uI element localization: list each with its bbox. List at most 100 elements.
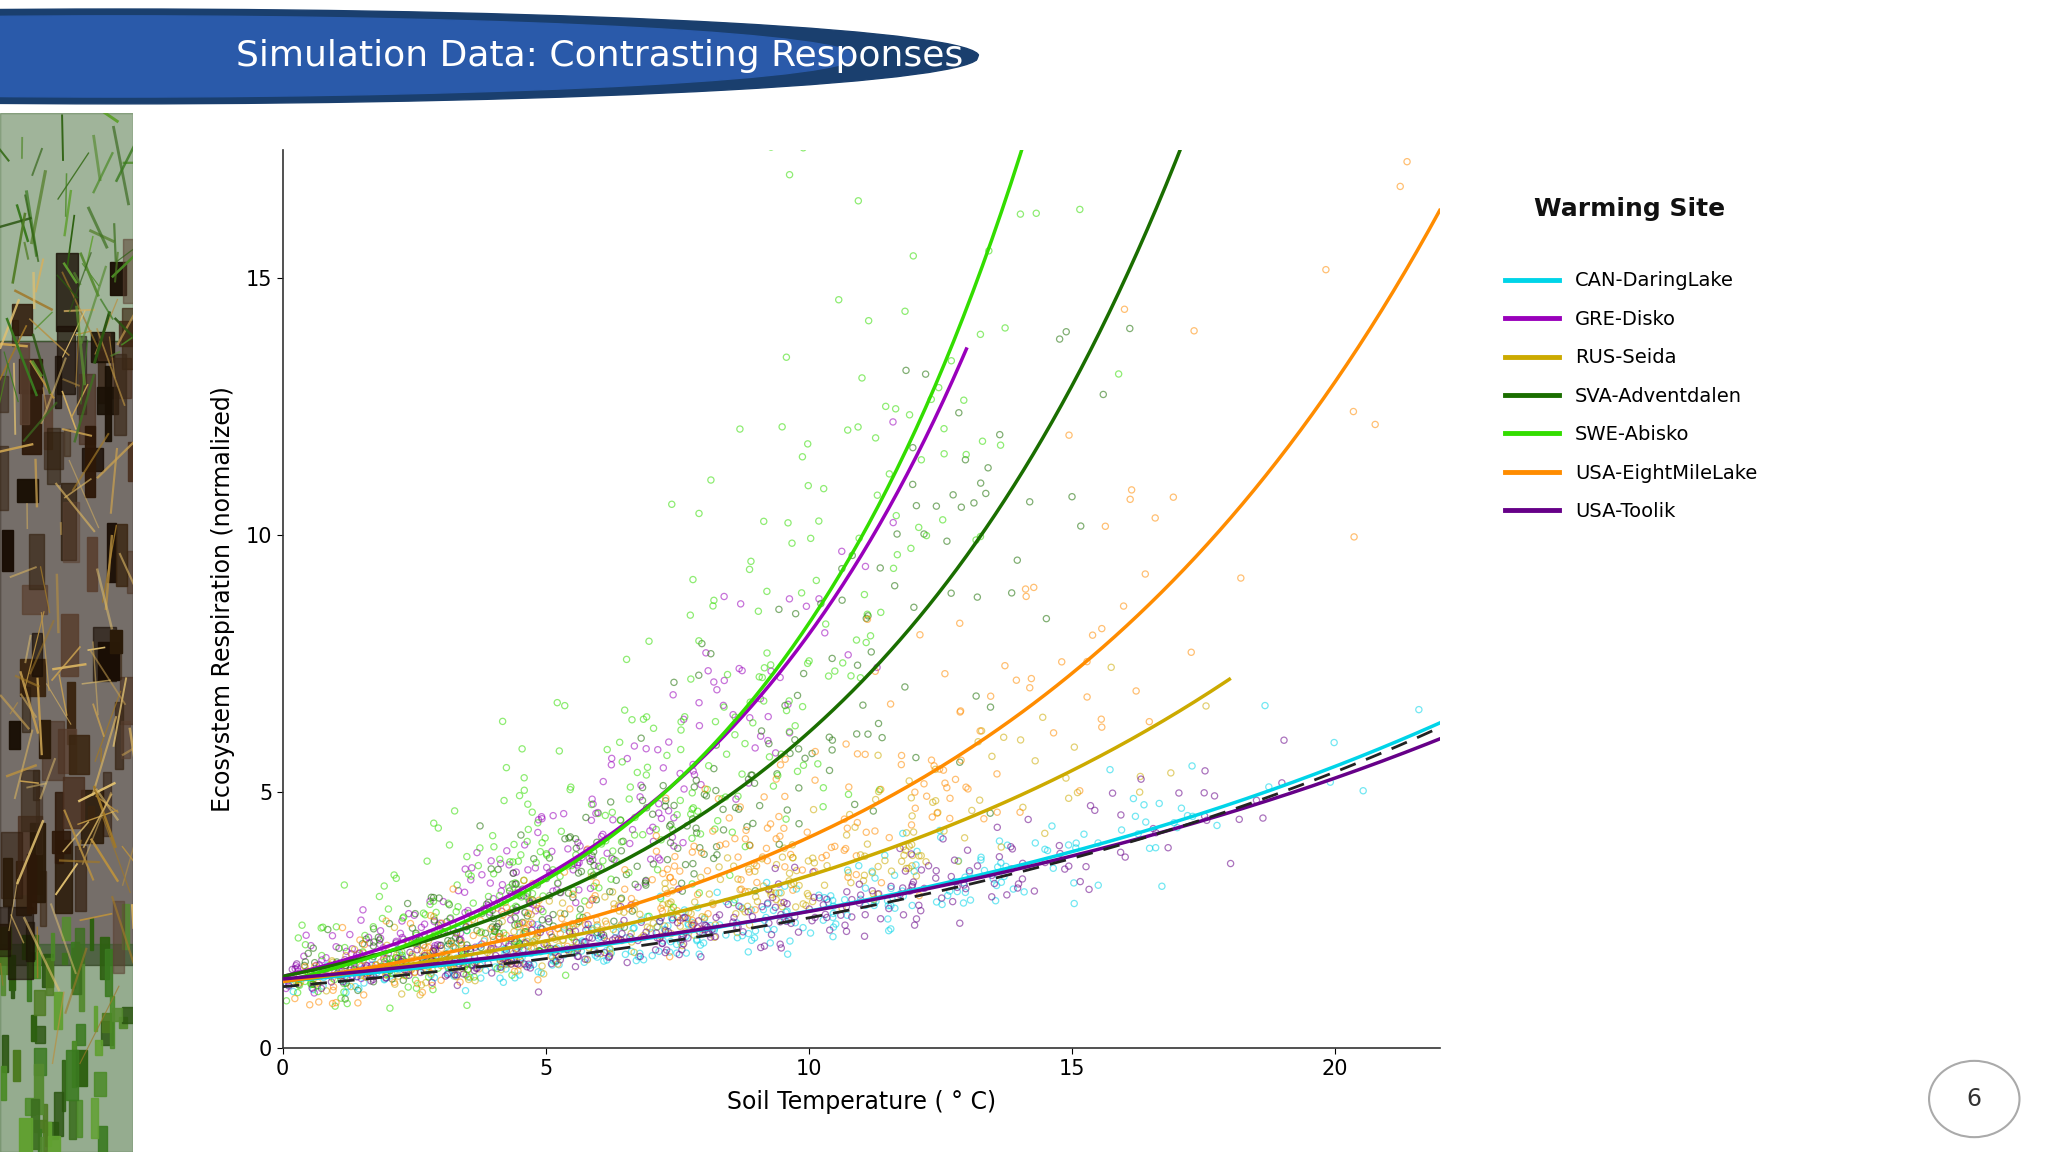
Point bbox=[295, 976, 328, 994]
Point bbox=[322, 965, 354, 984]
Point bbox=[776, 535, 809, 553]
Point bbox=[586, 833, 618, 851]
Point bbox=[618, 918, 651, 937]
Point bbox=[664, 911, 696, 930]
Point bbox=[393, 957, 426, 976]
Point bbox=[514, 905, 547, 924]
Point bbox=[604, 811, 637, 829]
Point bbox=[412, 947, 444, 965]
Point bbox=[430, 967, 463, 985]
Point bbox=[836, 908, 868, 926]
Bar bbox=[10, 979, 14, 998]
Point bbox=[961, 588, 993, 606]
Point bbox=[557, 854, 590, 872]
Point bbox=[672, 909, 705, 927]
Point bbox=[324, 967, 356, 985]
Point bbox=[920, 893, 952, 911]
Bar bbox=[76, 1024, 86, 1045]
Point bbox=[1053, 426, 1085, 445]
Point bbox=[504, 924, 537, 942]
Point bbox=[455, 871, 487, 889]
Point bbox=[539, 952, 571, 970]
Bar bbox=[23, 687, 29, 733]
Point bbox=[477, 927, 510, 946]
Point bbox=[922, 378, 954, 396]
Point bbox=[410, 949, 442, 968]
Point bbox=[629, 872, 662, 890]
Point bbox=[627, 926, 659, 945]
Point bbox=[1200, 817, 1233, 835]
Point bbox=[668, 909, 700, 927]
Point bbox=[442, 897, 475, 916]
Point bbox=[596, 882, 629, 901]
Point bbox=[786, 895, 819, 914]
Point bbox=[774, 932, 807, 950]
Point bbox=[690, 787, 723, 805]
Point bbox=[518, 955, 551, 973]
Point bbox=[864, 910, 897, 929]
Point bbox=[397, 907, 430, 925]
Point bbox=[412, 852, 444, 871]
Point bbox=[561, 833, 594, 851]
Point bbox=[516, 803, 549, 821]
Point bbox=[651, 850, 684, 869]
Point bbox=[545, 823, 578, 841]
Point bbox=[494, 903, 526, 922]
Point bbox=[705, 789, 737, 808]
Point bbox=[498, 923, 530, 941]
Point bbox=[567, 937, 600, 955]
Point bbox=[934, 882, 967, 901]
Point bbox=[922, 803, 954, 821]
Point bbox=[793, 900, 825, 918]
Point bbox=[643, 927, 676, 946]
Point bbox=[965, 473, 997, 492]
Point bbox=[444, 924, 477, 942]
Point bbox=[989, 857, 1022, 876]
Point bbox=[451, 910, 483, 929]
Point bbox=[559, 839, 592, 857]
Point bbox=[569, 920, 602, 939]
Bar bbox=[0, 945, 133, 1152]
Point bbox=[512, 955, 545, 973]
Point bbox=[752, 819, 784, 838]
Bar bbox=[4, 858, 12, 907]
Point bbox=[391, 894, 424, 912]
Point bbox=[948, 884, 981, 902]
Point bbox=[1087, 385, 1120, 403]
Bar bbox=[55, 1092, 63, 1136]
Point bbox=[551, 857, 584, 876]
Point bbox=[774, 166, 807, 184]
Point bbox=[940, 878, 973, 896]
Point bbox=[774, 846, 807, 864]
Point bbox=[678, 778, 711, 796]
Point bbox=[578, 942, 610, 961]
Point bbox=[326, 988, 358, 1007]
Point bbox=[487, 949, 520, 968]
Point bbox=[434, 953, 467, 971]
Point bbox=[557, 861, 590, 879]
Point bbox=[485, 876, 518, 894]
Point bbox=[852, 311, 885, 329]
Point bbox=[549, 916, 582, 934]
Point bbox=[776, 849, 809, 867]
Point bbox=[1133, 712, 1165, 730]
Point bbox=[289, 935, 322, 954]
Point bbox=[295, 979, 328, 998]
Point bbox=[815, 839, 848, 857]
Point bbox=[924, 828, 956, 847]
Point bbox=[915, 793, 948, 811]
Point bbox=[473, 903, 506, 922]
Point bbox=[862, 885, 895, 903]
Point bbox=[465, 956, 498, 975]
Point bbox=[410, 905, 442, 924]
Point bbox=[631, 766, 664, 785]
Point bbox=[889, 677, 922, 696]
Point bbox=[831, 861, 864, 879]
Point bbox=[844, 886, 877, 904]
Point bbox=[774, 915, 807, 933]
Point bbox=[360, 955, 393, 973]
Point bbox=[721, 870, 754, 888]
Bar bbox=[12, 304, 33, 335]
Point bbox=[780, 880, 813, 899]
Bar bbox=[57, 326, 76, 394]
